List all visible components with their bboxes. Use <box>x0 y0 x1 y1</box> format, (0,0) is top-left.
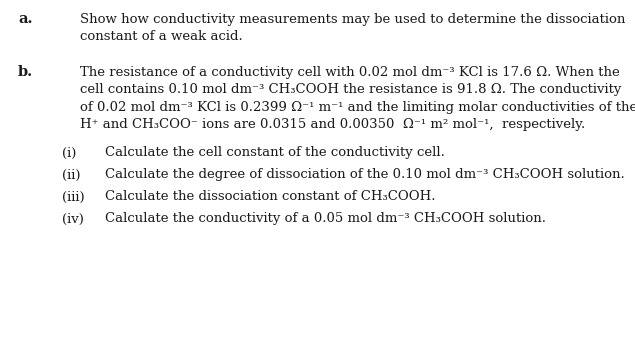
Text: of 0.02 mol dm⁻³ KCl is 0.2399 Ω⁻¹ m⁻¹ and the limiting molar conductivities of : of 0.02 mol dm⁻³ KCl is 0.2399 Ω⁻¹ m⁻¹ a… <box>80 101 635 114</box>
Text: Calculate the conductivity of a 0.05 mol dm⁻³ CH₃COOH solution.: Calculate the conductivity of a 0.05 mol… <box>105 213 546 226</box>
Text: H⁺ and CH₃COO⁻ ions are 0.0315 and 0.00350  Ω⁻¹ m² mol⁻¹,  respectively.: H⁺ and CH₃COO⁻ ions are 0.0315 and 0.003… <box>80 118 585 131</box>
Text: (ii): (ii) <box>62 169 81 182</box>
Text: Show how conductivity measurements may be used to determine the dissociation: Show how conductivity measurements may b… <box>80 13 625 26</box>
Text: b.: b. <box>18 65 33 79</box>
Text: (i): (i) <box>62 146 76 160</box>
Text: a.: a. <box>18 12 32 26</box>
Text: Calculate the degree of dissociation of the 0.10 mol dm⁻³ CH₃COOH solution.: Calculate the degree of dissociation of … <box>105 169 625 182</box>
Text: Calculate the cell constant of the conductivity cell.: Calculate the cell constant of the condu… <box>105 146 445 160</box>
Text: cell contains 0.10 mol dm⁻³ CH₃COOH the resistance is 91.8 Ω. The conductivity: cell contains 0.10 mol dm⁻³ CH₃COOH the … <box>80 83 622 97</box>
Text: (iv): (iv) <box>62 213 84 226</box>
Text: The resistance of a conductivity cell with 0.02 mol dm⁻³ KCl is 17.6 Ω. When the: The resistance of a conductivity cell wi… <box>80 66 620 79</box>
Text: constant of a weak acid.: constant of a weak acid. <box>80 30 243 44</box>
Text: Calculate the dissociation constant of CH₃COOH.: Calculate the dissociation constant of C… <box>105 190 436 203</box>
Text: (iii): (iii) <box>62 190 84 203</box>
